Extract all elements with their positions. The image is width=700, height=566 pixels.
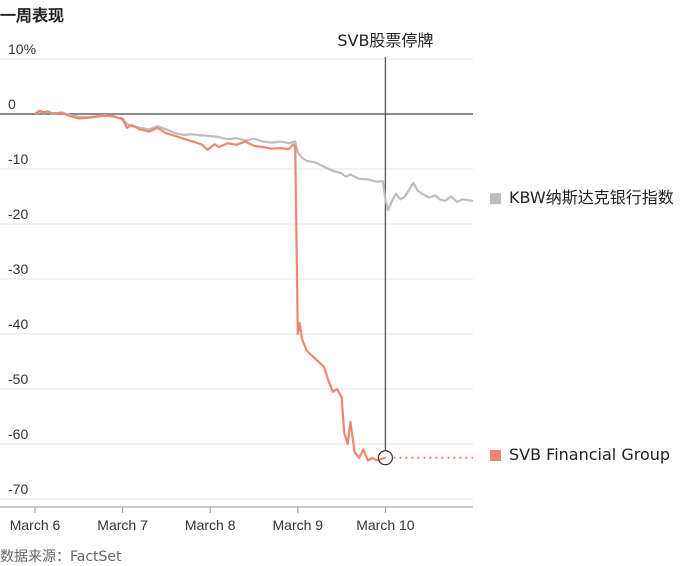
annotations: SVB股票停牌 [337, 31, 433, 451]
y-tick-label: -10 [8, 151, 28, 167]
y-tick-label: 10% [8, 41, 36, 57]
gridlines [0, 58, 473, 500]
y-tick-label: -60 [8, 426, 28, 442]
x-tick-label: March 7 [97, 517, 148, 533]
y-tick-label: -50 [8, 371, 28, 387]
legend-swatch [490, 450, 501, 461]
legend-label: KBW纳斯达克银行指数 [509, 188, 674, 207]
legend-label: SVB Financial Group [509, 445, 670, 464]
y-tick-label: -40 [8, 316, 28, 332]
halt-point-marker [377, 450, 393, 466]
legend: KBW纳斯达克银行指数 SVB Financial Group [490, 188, 674, 464]
y-axis-ticks: 10% 0 -10 -20 -30 -40 -50 -60 -70 [8, 41, 36, 497]
x-axis-ticks: March 6 March 7 March 8 March 9 March 10 [0, 506, 473, 533]
halt-annotation-label: SVB股票停牌 [337, 31, 433, 50]
chart-title: 一周表现 [0, 6, 65, 25]
x-tick-label: March 6 [10, 517, 61, 533]
source-note: 数据来源：FactSet [0, 549, 122, 565]
y-tick-label: -70 [8, 481, 28, 497]
y-tick-label: -20 [8, 206, 28, 222]
legend-swatch [490, 193, 501, 205]
x-tick-label: March 10 [356, 517, 415, 533]
x-tick-label: March 9 [273, 517, 324, 533]
y-tick-label: -30 [8, 261, 28, 277]
x-tick-label: March 8 [185, 517, 236, 533]
series-lines [34, 109, 474, 466]
kbw-index-line [34, 110, 474, 212]
y-tick-label: 0 [8, 96, 16, 112]
svb-line [34, 109, 386, 462]
